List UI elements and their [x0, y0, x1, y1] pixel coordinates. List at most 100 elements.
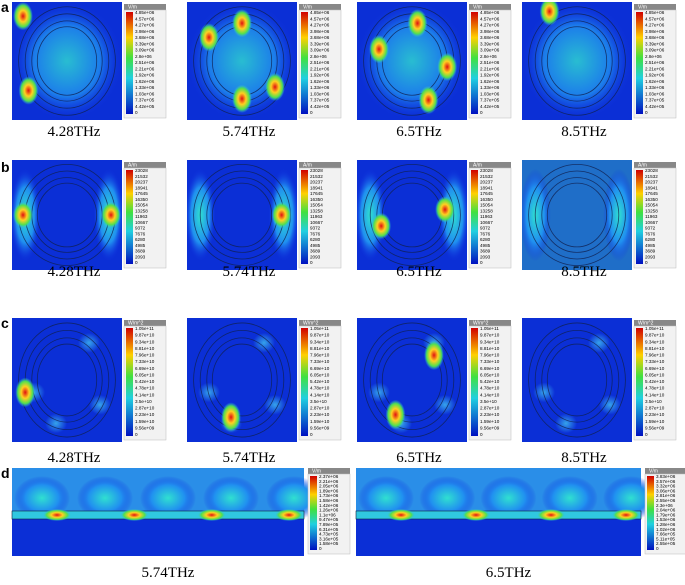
colorbar-tick-label: 4.73e+05	[319, 532, 339, 537]
colorbar-tick-label: 7.96e+10	[645, 353, 665, 358]
colorbar-tick-label: 6280	[480, 237, 491, 242]
colorbar-tick-label: 1.58e+06	[319, 498, 339, 503]
colorbar-tick-label: 4985	[645, 243, 656, 248]
caption: 6.5THz	[486, 565, 532, 581]
colorbar-tick-label: 3.39e+06	[480, 41, 500, 46]
colorbar-tick-label: 6.05e+10	[645, 372, 665, 377]
hot-spot	[221, 402, 241, 433]
colorbar-unit: W/m^2	[473, 321, 489, 327]
caption: 5.74THz	[223, 124, 276, 140]
colorbar-tick-label: 8.81e+10	[135, 346, 155, 351]
ring	[211, 343, 273, 417]
field-map	[357, 2, 467, 120]
ring	[376, 337, 448, 423]
colorbar	[647, 476, 654, 550]
colorbar-unit: V/m	[473, 5, 482, 11]
colorbar	[126, 12, 133, 114]
field	[187, 318, 297, 442]
colorbar-tick-label: 9.87e+10	[310, 333, 330, 338]
field-glow	[522, 168, 551, 262]
colorbar-tick-label: 2.05e+06	[319, 484, 339, 489]
colorbar-tick-label: 1.59e+10	[310, 419, 330, 424]
colorbar-tick-label: 2093	[480, 254, 491, 259]
hot-spot	[435, 196, 455, 223]
field-glow	[541, 476, 598, 520]
colorbar-tick-label: 1.33e+06	[310, 85, 330, 90]
colorbar-tick-label: 3.98e+06	[310, 29, 330, 34]
panel-label: d	[1, 465, 10, 481]
colorbar-tick-label: 3.09e+06	[480, 48, 500, 53]
colorbar	[636, 328, 643, 436]
colorbar-tick-label: 2093	[310, 254, 321, 259]
hot-spot	[265, 72, 285, 102]
colorbar	[301, 12, 308, 114]
colorbar-header	[469, 320, 511, 326]
hot-spot	[15, 377, 36, 408]
colorbar-tick-label: 1.92e+06	[480, 73, 500, 78]
colorbar-header	[634, 4, 676, 10]
colorbar-tick-label: 2.55e+06	[656, 498, 676, 503]
colorbar-tick-label: 4985	[480, 243, 491, 248]
colorbar-tick-label: 9.56e+09	[480, 425, 500, 430]
colorbar	[471, 170, 478, 264]
colorbar-tick-label: 3.39e+06	[645, 41, 665, 46]
colorbar-tick-label: 3.98e+06	[135, 29, 155, 34]
colorbar	[301, 170, 308, 264]
ring	[36, 343, 98, 417]
ring	[534, 13, 620, 109]
colorbar-tick-label: 0	[319, 546, 322, 551]
colorbar-tick-label: 6.69e+10	[310, 366, 330, 371]
colorbar-tick-label: 7.37e+05	[135, 98, 155, 103]
ring	[528, 322, 626, 438]
colorbar-tick-label: 4.42e+05	[310, 104, 330, 109]
colorbar-tick-label: 3689	[645, 249, 656, 254]
colorbar-tick-label: 4.57e+06	[310, 16, 330, 21]
colorbar-tick-label: 0	[645, 260, 648, 265]
colorbar-tick-label: 9.56e+09	[310, 425, 330, 430]
panel-label: c	[1, 315, 9, 331]
colorbar-tick-label: 21532	[135, 174, 148, 179]
field-glow	[522, 2, 632, 120]
field-glow	[140, 476, 196, 520]
field-map	[11, 468, 322, 556]
colorbar-tick-label: 3.5e+10	[645, 399, 662, 404]
field-map	[12, 160, 122, 270]
colorbar-tick-label: 9.56e+09	[645, 425, 665, 430]
colorbar-tick-label: 4.57e+06	[480, 16, 500, 21]
colorbar-tick-label: 23028	[645, 168, 658, 173]
colorbar-tick-label: 5.42e+10	[310, 379, 330, 384]
caption: 6.5THz	[396, 264, 442, 280]
colorbar-tick-label: 16350	[310, 197, 323, 202]
field	[357, 2, 467, 120]
colorbar-tick-label: 5.11e+05	[656, 536, 675, 541]
colorbar-tick-label: 13258	[310, 208, 323, 213]
colorbar-tick-label: 4.78e+10	[480, 386, 500, 391]
colorbar-tick-label: 10667	[310, 220, 323, 225]
panel-label: a	[1, 0, 9, 15]
field-glow	[77, 476, 133, 520]
colorbar-tick-label: 7676	[135, 231, 146, 236]
colorbar-tick-label: 5.42e+10	[645, 379, 665, 384]
ring	[369, 329, 455, 430]
colorbar-tick-label: 6.69e+10	[135, 366, 155, 371]
field-map	[12, 2, 122, 120]
colorbar-tick-label: 10667	[480, 220, 493, 225]
ring	[546, 182, 608, 248]
colorbar-tick-label: 4.42e+05	[645, 104, 665, 109]
colorbar-tick-label: 1.05e+11	[135, 326, 154, 331]
colorbar-unit: V/m	[649, 469, 658, 475]
hot-spot	[13, 201, 33, 229]
colorbar	[310, 476, 317, 550]
colorbar-header	[469, 4, 511, 10]
colorbar-tick-label: 15054	[135, 203, 148, 208]
field	[357, 160, 467, 270]
colorbar-tick-label: 0	[645, 110, 648, 115]
colorbar-tick-label: 13258	[135, 208, 148, 213]
field-glow	[45, 413, 67, 434]
caption: 6.5THz	[396, 124, 442, 140]
field	[187, 160, 297, 270]
ring	[31, 20, 103, 102]
hot-spot	[13, 2, 33, 31]
field-glow	[14, 476, 70, 520]
ring	[363, 6, 461, 116]
